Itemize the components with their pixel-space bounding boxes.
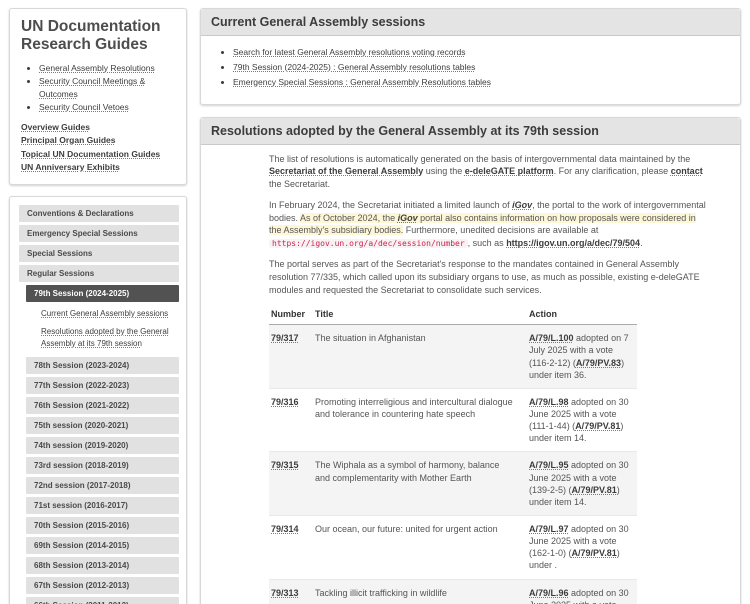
link-contact[interactable]: contact xyxy=(670,166,703,177)
link-79th-resolutions-tables[interactable]: 79th Session (2024-2025) : General Assem… xyxy=(233,61,476,72)
sidebar-item-session[interactable]: 78th Session (2023-2024) xyxy=(26,357,179,374)
resolution-title: Promoting interreligious and intercultur… xyxy=(313,387,527,452)
current-sessions-header: Current General Assembly sessions xyxy=(201,9,740,36)
meeting-record-link[interactable]: A/79/PV.81 xyxy=(571,484,617,495)
column-header-title: Title xyxy=(313,304,527,326)
guide-info-box: UN Documentation Research Guides General… xyxy=(9,8,187,185)
sidebar-item-79th-session-active[interactable]: 79th Session (2024-2025) xyxy=(26,285,179,302)
link-igov[interactable]: iGov xyxy=(512,199,533,210)
sidebar-sublink-current-sessions[interactable]: Current General Assembly sessions xyxy=(41,309,169,318)
current-sessions-body: Search for latest General Assembly resol… xyxy=(201,36,740,104)
sidebar-item-session[interactable]: 71st session (2016-2017) xyxy=(26,497,179,514)
sidebar-item-conventions-declarations[interactable]: Conventions & Declarations xyxy=(19,205,179,222)
draft-link[interactable]: A/79/L.97 xyxy=(529,523,569,534)
list-item: General Assembly Resolutions xyxy=(39,62,175,75)
draft-link[interactable]: A/79/L.96 xyxy=(529,587,569,598)
sidebar-item-emergency-special-sessions[interactable]: Emergency Special Sessions xyxy=(19,225,179,242)
resolution-title: The Wiphala as a symbol of harmony, bala… xyxy=(313,451,527,516)
code-igov-url-pattern: https://igov.un.org/a/dec/session/number xyxy=(269,239,468,249)
resolution-number-link[interactable]: 79/315 xyxy=(271,460,299,471)
paragraph-intro: The list of resolutions is automatically… xyxy=(269,153,703,190)
list-item: Search for latest General Assembly resol… xyxy=(233,45,726,60)
paragraph-portal-mandate: The portal serves as part of the Secreta… xyxy=(269,258,700,295)
sidebar-item-regular-sessions[interactable]: Regular Sessions xyxy=(19,265,179,282)
resolution-number-link[interactable]: 79/314 xyxy=(271,523,299,534)
list-item: 79th Session (2024-2025) : General Assem… xyxy=(233,60,726,75)
sidebar-item-session[interactable]: 74th session (2019-2020) xyxy=(26,437,179,454)
guide-title: UN Documentation Research Guides xyxy=(21,18,161,53)
link-general-assembly-resolutions[interactable]: General Assembly Resolutions xyxy=(39,62,155,73)
current-sessions-box: Current General Assembly sessions Search… xyxy=(200,8,741,105)
table-row: 79/314 Our ocean, our future: united for… xyxy=(269,514,637,580)
meeting-record-link[interactable]: A/79/PV.83 xyxy=(575,357,622,368)
guide-group-links: Overview Guides Principal Organ Guides T… xyxy=(21,121,175,174)
link-security-council-meetings[interactable]: Security Council Meetings & Outcomes xyxy=(39,75,146,99)
resolutions-box: Resolutions adopted by the General Assem… xyxy=(200,116,741,604)
list-item: Security Council Vetoes xyxy=(39,101,175,114)
resolutions-header: Resolutions adopted by the General Assem… xyxy=(201,117,740,145)
sidebar-item-session[interactable]: 70th Session (2015-2016) xyxy=(26,517,179,534)
column-header-number: Number xyxy=(269,304,313,326)
resolution-number-link[interactable]: 79/313 xyxy=(271,587,299,598)
paragraph-igov: In February 2024, the Secretariat initia… xyxy=(269,199,706,249)
link-igov-dec-79-504[interactable]: https://igov.un.org/a/dec/79/504 xyxy=(506,238,641,249)
sidebar-item-session[interactable]: 72nd session (2017-2018) xyxy=(26,477,179,494)
sidebar-item-session[interactable]: 69th Session (2014-2015) xyxy=(26,537,179,554)
link-un-anniversary-exhibits[interactable]: UN Anniversary Exhibits xyxy=(21,161,120,172)
draft-link[interactable]: A/79/L.95 xyxy=(529,460,569,471)
resolution-action: A/79/L.98 adopted on 30 June 2025 with a… xyxy=(527,387,637,452)
resolution-title: Our ocean, our future: united for urgent… xyxy=(313,514,527,580)
sidebar-sublink-resolutions-79th[interactable]: Resolutions adopted by the General Assem… xyxy=(41,327,169,348)
sidebar-item-session[interactable]: 68th Session (2013-2014) xyxy=(26,557,179,574)
link-emergency-resolutions-tables[interactable]: Emergency Special Sessions : General Ass… xyxy=(233,76,491,87)
resolution-action: A/79/L.100 adopted on 7 July 2025 with a… xyxy=(527,324,637,389)
active-session-sublinks: Current General Assembly sessions Resolu… xyxy=(39,305,179,353)
resolutions-table: Number Title Action 79/317 The situation… xyxy=(269,304,637,604)
table-row: 79/313 Tackling illicit trafficking in w… xyxy=(269,578,637,604)
list-item: Security Council Meetings & Outcomes xyxy=(39,75,175,101)
sidebar-item-session[interactable]: 67th Session (2012-2013) xyxy=(26,577,179,594)
table-row: 79/316 Promoting interreligious and inte… xyxy=(269,387,637,452)
resolution-number-link[interactable]: 79/317 xyxy=(271,333,299,344)
sidebar-item-session[interactable]: 76th Session (2021-2022) xyxy=(26,397,179,414)
sidebar-item-session[interactable]: 66th Session (2011-2012) xyxy=(26,597,179,604)
guide-quick-links: General Assembly Resolutions Security Co… xyxy=(27,62,175,115)
session-navigation: Conventions & Declarations Emergency Spe… xyxy=(9,196,187,604)
link-secretariat-ga[interactable]: Secretariat of the General Assembly xyxy=(269,166,424,177)
table-row: 79/317 The situation in Afghanistan A/79… xyxy=(269,324,637,389)
link-igov[interactable]: iGov xyxy=(397,212,418,223)
resolution-number-link[interactable]: 79/316 xyxy=(271,396,299,407)
link-overview-guides[interactable]: Overview Guides xyxy=(21,122,90,133)
sidebar-item-special-sessions[interactable]: Special Sessions xyxy=(19,245,179,262)
meeting-record-link[interactable]: A/79/PV.81 xyxy=(571,548,617,559)
meeting-record-link[interactable]: A/79/PV.81 xyxy=(575,421,621,432)
resolution-title: The situation in Afghanistan xyxy=(313,324,527,389)
link-search-voting-records[interactable]: Search for latest General Assembly resol… xyxy=(233,47,466,57)
table-row: 79/315 The Wiphala as a symbol of harmon… xyxy=(269,451,637,516)
link-security-council-vetoes[interactable]: Security Council Vetoes xyxy=(39,102,129,113)
link-principal-organ-guides[interactable]: Principal Organ Guides xyxy=(21,135,116,146)
draft-link[interactable]: A/79/L.100 xyxy=(529,333,574,344)
resolution-action: A/79/L.95 adopted on 30 June 2025 with a… xyxy=(527,451,637,516)
link-edelegate-platform[interactable]: e-deleGATE platform xyxy=(464,166,554,177)
link-topical-un-documentation-guides[interactable]: Topical UN Documentation Guides xyxy=(21,148,161,159)
resolution-title: Tackling illicit trafficking in wildlife xyxy=(313,578,527,604)
left-sidebar: UN Documentation Research Guides General… xyxy=(9,8,187,604)
main-content: Current General Assembly sessions Search… xyxy=(200,8,741,604)
sidebar-item-session[interactable]: 75th session (2020-2021) xyxy=(26,417,179,434)
resolution-action: A/79/L.97 adopted on 30 June 2025 with a… xyxy=(527,514,637,580)
resolution-action: A/79/L.96 adopted on 30 June 2025 with a… xyxy=(527,578,637,604)
sidebar-item-session[interactable]: 77th Session (2022-2023) xyxy=(26,377,179,394)
column-header-action: Action xyxy=(527,304,637,326)
resolutions-body: The list of resolutions is automatically… xyxy=(201,145,740,604)
table-header-row: Number Title Action xyxy=(269,304,637,326)
list-item: Emergency Special Sessions : General Ass… xyxy=(233,75,726,90)
sidebar-item-session[interactable]: 73rd session (2018-2019) xyxy=(26,457,179,474)
draft-link[interactable]: A/79/L.98 xyxy=(529,396,569,407)
current-sessions-links: Search for latest General Assembly resol… xyxy=(219,45,726,90)
